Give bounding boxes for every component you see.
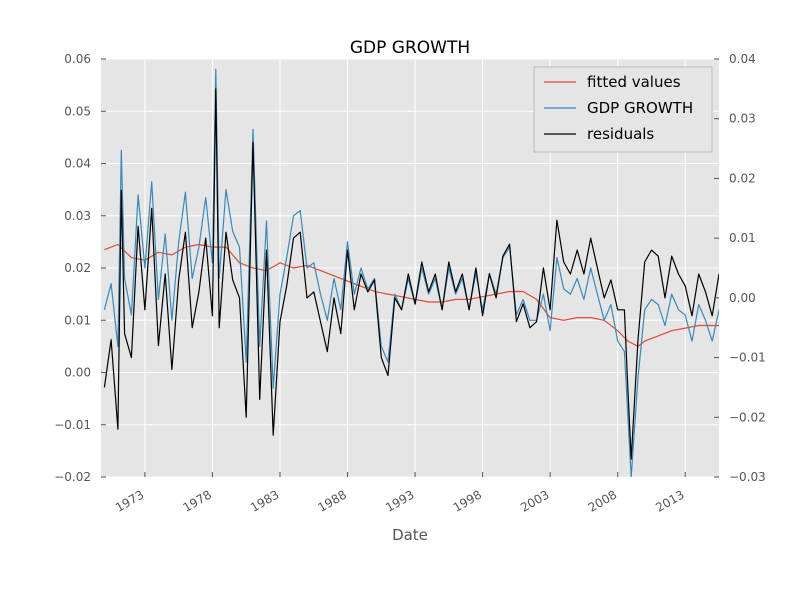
- y-tick-label: −0.02: [54, 470, 91, 484]
- legend-label: residuals: [587, 125, 654, 143]
- x-tick-label: 1973: [113, 487, 146, 514]
- x-tick-label: 1998: [451, 487, 484, 514]
- x-axis-label: Date: [392, 526, 428, 544]
- series-group: [103, 68, 719, 477]
- right-y-tick-label: 0.01: [729, 231, 756, 245]
- right-y-tick-label: −0.01: [729, 351, 766, 365]
- y-tick-label: 0.04: [64, 157, 91, 171]
- x-tick-label: 2003: [518, 487, 551, 514]
- x-axis: 1973 1978 1983 1988 1993 1998 2003 2008 2013: [113, 472, 687, 515]
- chart-title: GDP GROWTH: [350, 38, 470, 58]
- y-tick-label: 0.02: [64, 261, 91, 275]
- right-y-axis: −0.03 −0.02 −0.01 0.00 0.01 0.02 0.03 0.04: [714, 52, 766, 484]
- x-tick-label: 2008: [586, 487, 619, 514]
- right-y-tick-label: 0.00: [729, 291, 756, 305]
- legend-label: fitted values: [587, 73, 681, 91]
- y-tick-label: 0.06: [64, 52, 91, 66]
- y-tick-label: −0.01: [54, 418, 91, 432]
- right-y-tick-label: −0.03: [729, 470, 766, 484]
- legend-label: GDP GROWTH: [587, 99, 693, 117]
- x-tick-label: 1993: [383, 487, 416, 514]
- series-line-residuals: [103, 88, 719, 460]
- x-tick-label: 1983: [248, 487, 281, 514]
- y-tick-label: 0.05: [64, 104, 91, 118]
- y-tick-label: 0.00: [64, 366, 91, 380]
- right-y-tick-label: 0.02: [729, 171, 756, 185]
- x-tick-label: 1978: [180, 487, 213, 514]
- right-y-tick-label: 0.03: [729, 112, 756, 126]
- x-tick-label: 2013: [653, 487, 686, 514]
- legend: fitted values GDP GROWTH residuals: [533, 66, 713, 153]
- right-y-tick-label: −0.02: [729, 410, 766, 424]
- right-y-tick-label: 0.04: [729, 52, 756, 66]
- y-tick-label: 0.03: [64, 209, 91, 223]
- left-y-axis: −0.02 −0.01 0.00 0.01 0.02 0.03 0.04 0.05 0.06: [54, 52, 106, 484]
- legend-box: [533, 66, 713, 153]
- series-line-gdp-growth: [103, 68, 719, 477]
- x-tick-label: 1988: [316, 487, 349, 514]
- y-tick-label: 0.01: [64, 313, 91, 327]
